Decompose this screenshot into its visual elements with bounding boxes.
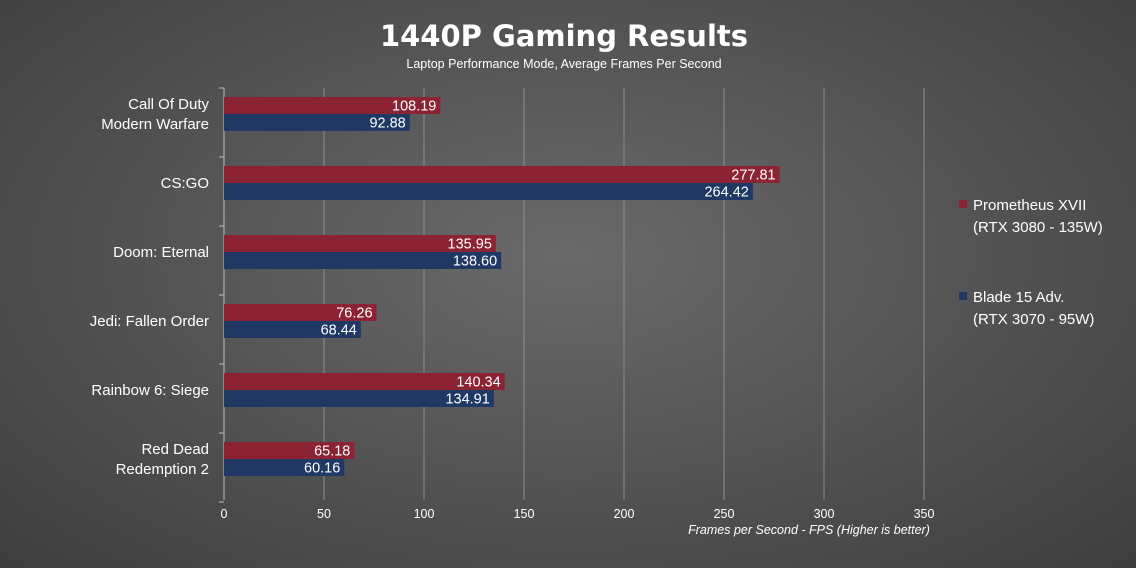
x-tick-label: 200 xyxy=(614,507,635,521)
bar-value-label: 140.34 xyxy=(456,375,500,391)
bar-value-label: 76.26 xyxy=(336,306,372,322)
bar xyxy=(224,390,494,407)
bar xyxy=(224,183,753,200)
x-tick-label: 250 xyxy=(714,507,735,521)
bar xyxy=(224,114,410,131)
legend-entry: Prometheus XVII (RTX 3080 - 135W) xyxy=(973,197,1103,236)
x-tick-label: 0 xyxy=(221,507,228,521)
grid-lines xyxy=(219,87,925,503)
legend-swatch xyxy=(959,292,967,300)
category-label: Jedi: Fallen Order xyxy=(90,313,209,330)
bar xyxy=(224,459,345,476)
category-label: Red Dead Redemption 2 xyxy=(116,441,209,478)
bar-value-label: 60.16 xyxy=(304,461,340,477)
bar-value-label: 68.44 xyxy=(321,323,357,339)
bar xyxy=(224,321,361,338)
x-tick-label: 100 xyxy=(414,507,435,521)
bar-value-label: 65.18 xyxy=(314,444,350,460)
category-labels: Call Of Duty Modern Warfare CS:GO Doom: Ete… xyxy=(90,96,210,478)
chart-subtitle: Laptop Performance Mode, Average Frames … xyxy=(406,57,721,71)
bar-value-label: 277.81 xyxy=(731,168,775,184)
bar-value-label: 92.88 xyxy=(369,116,405,132)
x-axis-label: Frames per Second - FPS (Higher is bette… xyxy=(688,523,930,537)
bar xyxy=(224,373,505,390)
bar xyxy=(224,166,780,183)
bar-value-label: 138.60 xyxy=(453,254,497,270)
bar-value-label: 264.42 xyxy=(704,185,748,201)
x-tick-label: 150 xyxy=(514,507,535,521)
x-tick-labels: 0 50 100 150 200 250 300 350 xyxy=(221,507,935,521)
chart-title: 1440P Gaming Results xyxy=(380,19,748,53)
category-label: Rainbow 6: Siege xyxy=(91,382,209,399)
legend: Prometheus XVII (RTX 3080 - 135W) Blade 15… xyxy=(959,197,1103,328)
x-tick-label: 300 xyxy=(814,507,835,521)
bar-value-label: 108.19 xyxy=(392,99,436,115)
category-label: CS:GO xyxy=(161,175,209,192)
x-tick-label: 350 xyxy=(914,507,935,521)
category-label: Call Of Duty Modern Warfare xyxy=(101,96,209,133)
bar xyxy=(224,304,377,321)
bar xyxy=(224,252,502,269)
category-label: Doom: Eternal xyxy=(113,244,209,261)
bar xyxy=(224,97,441,114)
legend-entry: Blade 15 Adv. (RTX 3070 - 95W) xyxy=(973,289,1094,328)
x-tick-label: 50 xyxy=(317,507,331,521)
bars xyxy=(224,97,780,476)
bar xyxy=(224,442,355,459)
bar xyxy=(224,235,496,252)
bar-value-label: 134.91 xyxy=(445,392,489,408)
bar-value-label: 135.95 xyxy=(448,237,492,253)
legend-swatch xyxy=(959,200,967,208)
